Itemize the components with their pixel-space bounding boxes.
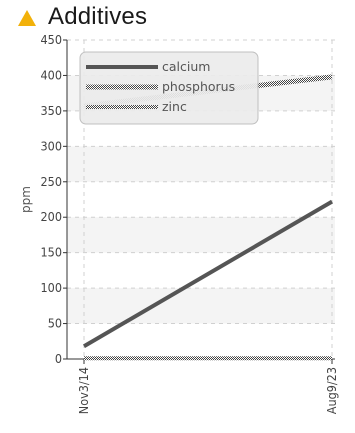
legend-label-calcium: calcium [162,59,210,74]
x-tick-label: Nov3/14 [76,367,91,414]
y-tick-label: 250 [41,174,62,189]
y-tick-label: 150 [41,245,62,260]
y-tick-label: 200 [41,209,62,224]
y-tick-label: 300 [41,138,62,153]
x-tick-label: Aug9/23 [324,367,339,414]
legend-label-zinc: zinc [162,99,187,114]
y-axis-label: ppm [19,186,33,213]
y-tick-label: 450 [41,32,62,47]
grid-band [67,288,335,324]
grid-band [67,146,335,182]
series-line-calcium [82,199,334,348]
y-tick-label: 100 [41,280,62,295]
legend-label-phosphorus: phosphorus [162,79,235,94]
warning-icon [18,10,36,26]
y-tick-label: 400 [41,67,62,82]
y-tick-label: 50 [48,316,62,331]
y-tick-label: 350 [41,103,62,118]
y-tick-label: 0 [55,351,62,366]
chart-header: Additives [18,2,147,32]
grid-band [67,217,335,253]
chart-title: Additives [48,3,148,30]
